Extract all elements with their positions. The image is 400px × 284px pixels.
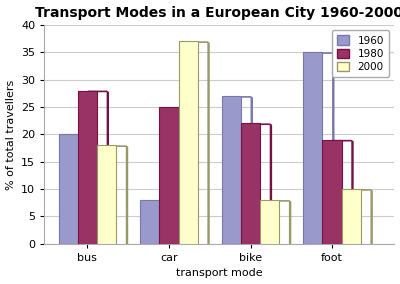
Bar (59, 134, 78, 244)
Polygon shape (250, 96, 253, 245)
Polygon shape (250, 124, 272, 125)
Bar (303, 52, 322, 244)
Polygon shape (332, 52, 334, 245)
Bar (78, 91, 97, 244)
Polygon shape (289, 200, 291, 245)
Bar (159, 107, 178, 244)
Polygon shape (351, 189, 373, 191)
Polygon shape (150, 200, 171, 202)
Polygon shape (351, 140, 354, 245)
Y-axis label: % of total travellers: % of total travellers (6, 79, 16, 189)
Bar (97, 145, 116, 244)
Polygon shape (270, 200, 291, 202)
Bar (241, 124, 260, 244)
Polygon shape (231, 96, 253, 98)
Polygon shape (88, 91, 109, 92)
Polygon shape (188, 107, 190, 245)
Polygon shape (169, 200, 171, 245)
Polygon shape (370, 189, 373, 245)
Bar (222, 96, 241, 244)
Legend: 1960, 1980, 2000: 1960, 1980, 2000 (332, 30, 389, 78)
Polygon shape (270, 124, 272, 245)
Polygon shape (207, 41, 210, 245)
Bar (322, 140, 342, 244)
Polygon shape (107, 145, 128, 147)
Bar (342, 189, 361, 244)
Polygon shape (332, 140, 354, 141)
Polygon shape (126, 145, 128, 245)
Polygon shape (188, 41, 210, 43)
Title: Transport Modes in a European City 1960-2000: Transport Modes in a European City 1960-… (35, 6, 400, 20)
Bar (260, 200, 279, 244)
X-axis label: transport mode: transport mode (176, 268, 263, 278)
Bar (140, 200, 159, 244)
Polygon shape (107, 91, 109, 245)
Polygon shape (169, 107, 190, 109)
Polygon shape (313, 52, 334, 54)
Polygon shape (88, 134, 90, 245)
Bar (178, 41, 198, 244)
Polygon shape (68, 134, 90, 136)
